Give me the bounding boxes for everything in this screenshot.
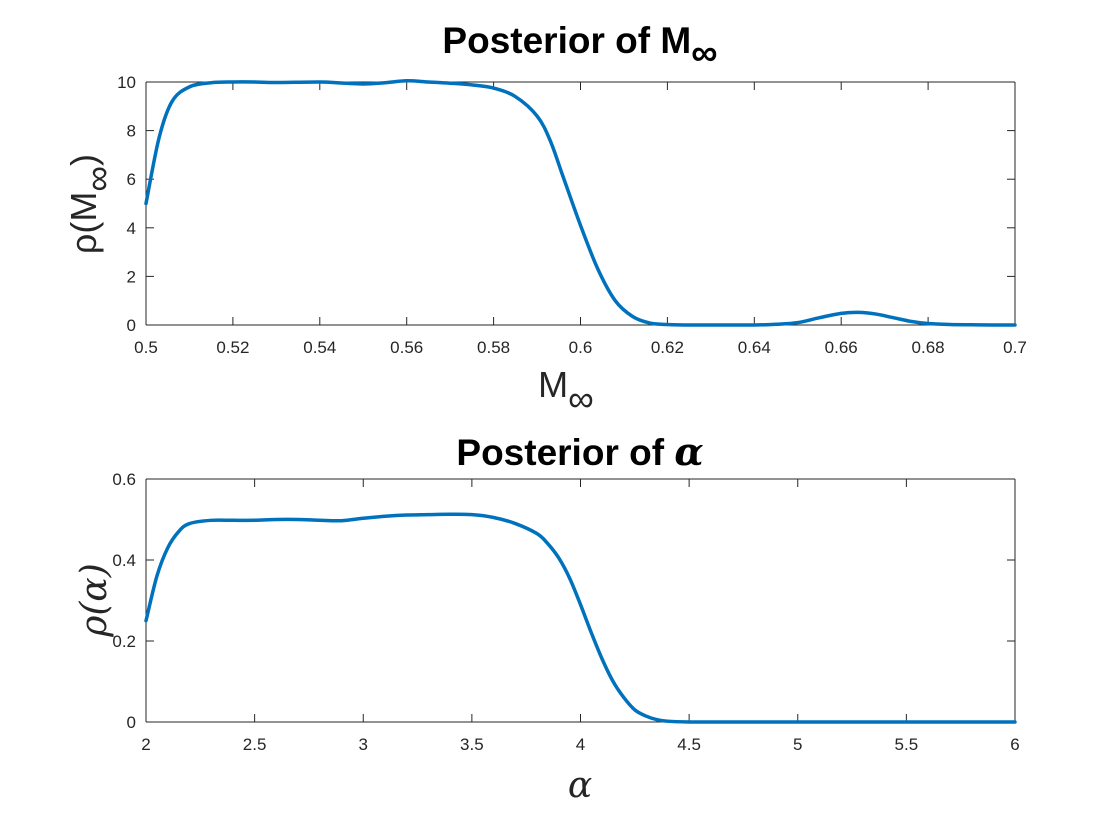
chart-top-title: Posterior of M∞ bbox=[442, 20, 717, 73]
chart-bottom-series-line bbox=[144, 512, 1017, 724]
chart-bottom-xtick-label: 2 bbox=[141, 735, 150, 754]
chart-bottom: Posterior of α 2 2.5 3 3.5 4 4.5 5 5.5 6 0 0.2 0.4 0… bbox=[74, 429, 1020, 806]
chart-top-ytick-label: 2 bbox=[127, 267, 136, 286]
chart-bottom-title: Posterior of α bbox=[456, 429, 703, 474]
chart-top-xtick-label: 0.64 bbox=[738, 338, 771, 357]
chart-bottom-xtick-label: 6 bbox=[1010, 735, 1019, 754]
chart-top-ytick-label: 6 bbox=[127, 170, 136, 189]
chart-top-ytick-label: 0 bbox=[127, 316, 136, 335]
chart-top-xtick-label: 0.58 bbox=[477, 338, 510, 357]
chart-top-xtick-label: 0.52 bbox=[216, 338, 249, 357]
chart-bottom-ytick-label: 0.2 bbox=[112, 632, 136, 651]
chart-bottom-xtick-label: 3 bbox=[359, 735, 368, 754]
chart-bottom-ytick-label: 0.4 bbox=[112, 551, 136, 570]
chart-top-xtick-label: 0.62 bbox=[651, 338, 684, 357]
chart-top-xtick-label: 0.54 bbox=[303, 338, 336, 357]
chart-bottom-ytick-label: 0 bbox=[127, 713, 136, 732]
chart-bottom-ticks: 2 2.5 3 3.5 4 4.5 5 5.5 6 0 0.2 0.4 0.6 bbox=[112, 470, 1019, 754]
chart-top-ylabel: ρ(M∞) bbox=[63, 154, 118, 254]
chart-bottom-xtick-label: 3.5 bbox=[460, 735, 484, 754]
chart-top-xtick-label: 0.7 bbox=[1003, 338, 1027, 357]
chart-top-series-line bbox=[144, 79, 1017, 327]
chart-bottom-ytick-label: 0.6 bbox=[112, 470, 136, 489]
chart-top-xtick-label: 0.56 bbox=[390, 338, 423, 357]
chart-top-ytick-label: 10 bbox=[117, 73, 136, 92]
chart-bottom-xtick-label: 4 bbox=[576, 735, 585, 754]
chart-bottom-xlabel: α bbox=[568, 765, 592, 806]
chart-top-ytick-label: 4 bbox=[127, 219, 136, 238]
chart-bottom-ylabel: ρ(α) bbox=[74, 563, 115, 638]
chart-top: Posterior of M∞ 0.5 0.52 0.54 0.56 0.58 0.6 0.… bbox=[63, 20, 1027, 419]
chart-bottom-xtick-label: 5 bbox=[793, 735, 802, 754]
chart-top-xtick-label: 0.66 bbox=[825, 338, 858, 357]
chart-top-xtick-label: 0.5 bbox=[134, 338, 158, 357]
chart-top-xlabel: M∞ bbox=[538, 364, 594, 419]
chart-bottom-xtick-label: 5.5 bbox=[895, 735, 919, 754]
chart-top-title-subscript: ∞ bbox=[691, 32, 717, 73]
chart-top-xtick-label: 0.6 bbox=[569, 338, 593, 357]
chart-bottom-xtick-label: 2.5 bbox=[243, 735, 267, 754]
chart-top-xtick-label: 0.68 bbox=[912, 338, 945, 357]
chart-top-ytick-label: 8 bbox=[127, 122, 136, 141]
chart-top-ticks: 0.5 0.52 0.54 0.56 0.58 0.6 0.62 0.64 0.66 0.68 0.… bbox=[117, 73, 1027, 357]
chart-bottom-xtick-label: 4.5 bbox=[677, 735, 701, 754]
